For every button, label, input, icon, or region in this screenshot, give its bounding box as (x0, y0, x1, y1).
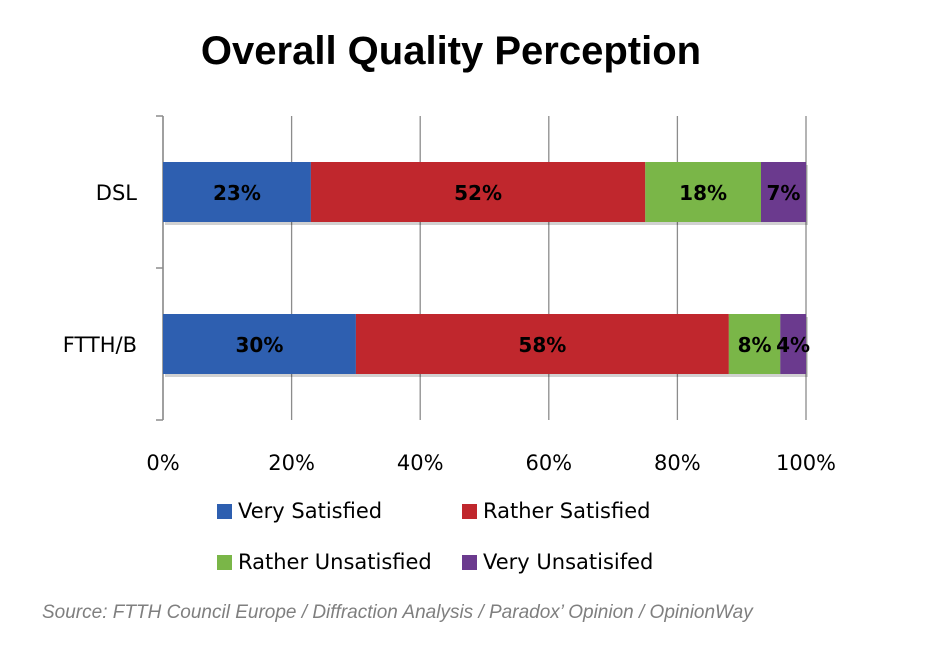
data-label-0-3: 7% (767, 181, 801, 205)
legend-swatch-1 (462, 504, 477, 519)
bar-1-2 (728, 314, 781, 374)
data-label-0-1: 52% (454, 181, 502, 205)
legend-label-1: Rather Satisfied (483, 499, 650, 523)
legend: Very Satisfied Rather Satisfied Rather Uns… (217, 499, 653, 574)
bar-segment-1-3: 4% (776, 314, 810, 377)
bar-1-3 (780, 314, 806, 374)
category-label-0: DSL (96, 181, 138, 205)
x-tick-label-4: 80% (654, 451, 701, 475)
legend-label-0: Very Satisfied (238, 499, 382, 523)
bar-0-3 (760, 162, 806, 222)
bar-0-0 (163, 162, 311, 222)
bar-segment-1-1: 58% (355, 314, 731, 377)
bar-segment-1-0: 30% (163, 314, 358, 377)
source-note: Source: FTTH Council Europe / Diffractio… (42, 602, 754, 623)
bar-segment-0-1: 52% (310, 162, 648, 225)
bar-segment-1-2: 8% (728, 314, 783, 377)
x-axis-ticks: 0% 20% 40% 60% 80% 100% (146, 451, 836, 475)
category-label-1: FTTH/B (63, 333, 137, 357)
legend-label-2: Rather Unsatisfied (238, 550, 432, 574)
bar-1-0 (163, 314, 356, 374)
x-tick-label-3: 60% (525, 451, 572, 475)
legend-swatch-3 (462, 555, 477, 570)
x-tick-label-1: 20% (268, 451, 315, 475)
legend-item-0: Very Satisfied (217, 499, 382, 523)
bar-segment-0-3: 7% (760, 162, 808, 225)
legend-swatch-0 (217, 504, 232, 519)
legend-item-3: Very Unsatisifed (462, 550, 653, 574)
legend-item-2: Rather Unsatisfied (217, 550, 432, 574)
bar-0-1 (310, 162, 646, 222)
bar-segment-0-0: 23% (163, 162, 313, 225)
data-label-1-3: 4% (776, 333, 810, 357)
data-label-0-0: 23% (213, 181, 261, 205)
legend-item-1: Rather Satisfied (462, 499, 650, 523)
axes: DSL FTTH/B (63, 115, 164, 421)
chart-title: Overall Quality Perception (201, 29, 701, 73)
legend-swatch-2 (217, 555, 232, 570)
x-tick-label-5: 100% (776, 451, 836, 475)
legend-label-3: Very Unsatisifed (483, 550, 653, 574)
bar-segment-0-2: 18% (645, 162, 763, 225)
bars: 23% 52% 18% 7% 30% 58% 8% 4% (163, 162, 810, 377)
data-label-1-1: 58% (518, 333, 566, 357)
x-tick-label-2: 40% (397, 451, 444, 475)
bar-0-2 (645, 162, 761, 222)
data-label-0-2: 18% (679, 181, 727, 205)
bar-1-1 (355, 314, 729, 374)
x-tick-label-0: 0% (146, 451, 179, 475)
data-label-1-2: 8% (738, 333, 772, 357)
data-label-1-0: 30% (236, 333, 284, 357)
